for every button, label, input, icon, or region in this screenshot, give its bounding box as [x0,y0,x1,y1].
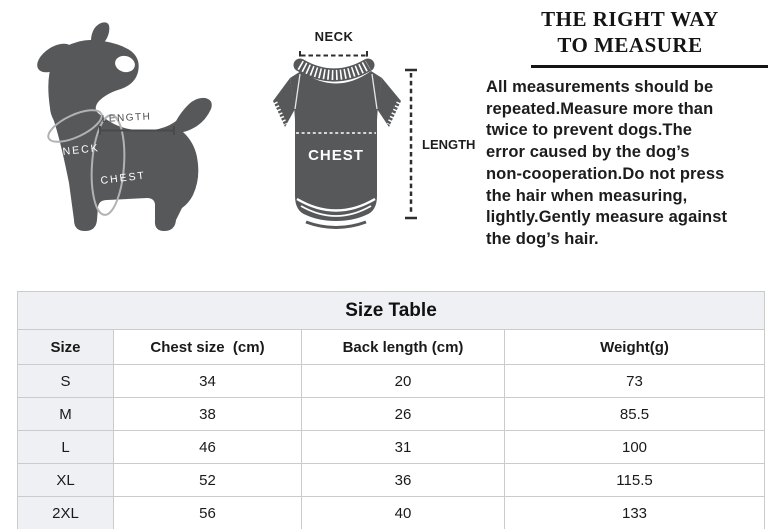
title-underline [531,65,768,68]
shirt-body [290,71,382,221]
size-cell: S [17,364,114,398]
dog-silhouette [48,39,212,231]
shirt-left-sleeve [273,78,295,127]
chest-measure-ring [90,114,126,216]
hem-line-2 [300,205,372,217]
right-cuff-ribbing [386,101,404,127]
dog-neck-label: NECK [62,142,100,158]
dog-chest-label: CHEST [100,170,147,187]
size-cell: L [17,430,114,464]
weight-cell: 100 [503,430,766,464]
neck-measure-ring [47,109,103,143]
table-row-2xl: 2XL 56 40 133 [17,496,766,529]
header-back-length: Back length (cm) [301,329,505,365]
dog-measurement-diagram: LENGTH NECK CHEST [37,22,212,231]
length-measure-caps [405,68,417,220]
dog-length-label: LENGTH [102,111,152,125]
table-row-s: S 34 20 73 [17,364,766,398]
left-cuff-ribbing [270,101,288,127]
back-length-cell: 36 [301,463,505,497]
length-measure-line [99,126,175,135]
back-length-cell: 31 [301,430,505,464]
shirt-length-label: LENGTH [422,137,475,152]
size-table-header-row: Size Chest size (cm) Back length (cm) We… [17,329,766,365]
guide-title-line2: TO MEASURE [557,33,703,57]
chest-cell: 56 [113,496,302,529]
guide-title: THE RIGHT WAY TO MEASURE [486,6,774,58]
size-cell: XL [17,463,114,497]
table-row-l: L 46 31 100 [17,430,766,464]
hem-line-1 [296,197,376,212]
shirt-chest-label: CHEST [308,147,364,164]
weight-cell: 133 [503,496,766,529]
raglan-seams [294,73,378,110]
back-length-cell: 26 [301,397,505,431]
table-row-xl: XL 52 36 115.5 [17,463,766,497]
shirt-neck-label: NECK [315,29,354,44]
back-length-cell: 20 [301,364,505,398]
measuring-guide: THE RIGHT WAY TO MEASURE All measurement… [486,6,774,251]
guide-body-text: All measurements should be repeated.Meas… [486,78,728,248]
size-table-title-row: Size Table [16,291,766,330]
guide-title-line1: THE RIGHT WAY [541,7,719,31]
weight-cell: 115.5 [503,463,766,497]
table-row-m: M 38 26 85.5 [17,397,766,431]
weight-cell: 85.5 [503,397,766,431]
header-weight: Weight(g) [503,329,766,365]
chest-cell: 52 [113,463,302,497]
size-table-title: Size Table [16,291,766,330]
collar-band [293,58,375,82]
shirt-right-sleeve [377,78,401,127]
chest-cell: 38 [113,397,302,431]
hem-bottom-edge [305,220,367,229]
chest-cell: 34 [113,364,302,398]
weight-cell: 73 [503,364,766,398]
size-cell: M [17,397,114,431]
size-table: Size Table Size Chest size (cm) Back len… [16,291,766,529]
header-chest-size: Chest size (cm) [113,329,302,365]
chest-cell: 46 [113,430,302,464]
dog-eye [115,55,135,73]
header-size: Size [17,329,114,365]
back-length-cell: 40 [301,496,505,529]
size-cell: 2XL [17,496,114,529]
shirt-measurement-diagram: NECK CHEST LENGTH [270,29,475,229]
